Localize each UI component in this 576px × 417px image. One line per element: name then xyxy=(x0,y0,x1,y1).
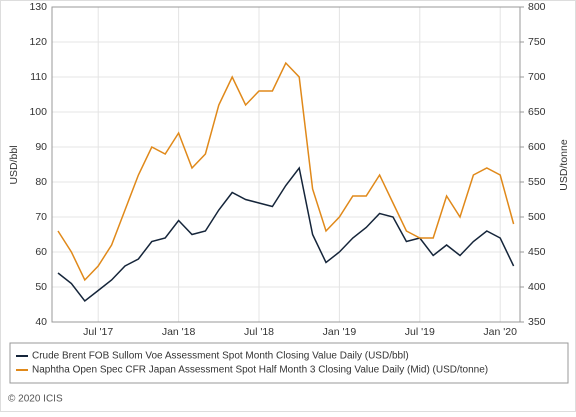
legend-box xyxy=(9,342,569,384)
y2-tick-label: 550 xyxy=(528,176,546,188)
y2-tick-label: 350 xyxy=(528,316,546,328)
y-tick-label: 70 xyxy=(35,211,47,223)
y-tick-label: 100 xyxy=(29,106,47,118)
x-tick-label: Jan '19 xyxy=(323,326,357,338)
legend-label: Naphtha Open Spec CFR Japan Assessment S… xyxy=(32,365,488,376)
y2-tick-label: 450 xyxy=(528,246,546,258)
x-tick-label: Jul '17 xyxy=(83,326,113,338)
y2-tick-label: 500 xyxy=(528,211,546,223)
y-axis-label: USD/bbl xyxy=(8,145,20,184)
y2-tick-label: 400 xyxy=(528,281,546,293)
y-tick-label: 120 xyxy=(29,36,47,48)
y2-tick-label: 600 xyxy=(528,141,546,153)
y-tick-label: 90 xyxy=(35,141,47,153)
x-tick-label: Jul '19 xyxy=(405,326,435,338)
y-tick-label: 60 xyxy=(35,246,47,258)
y-tick-label: 50 xyxy=(35,281,47,293)
y-tick-label: 40 xyxy=(35,316,47,328)
y2-axis-label: USD/tonne xyxy=(558,139,570,191)
series-line xyxy=(57,61,515,282)
y-tick-label: 110 xyxy=(30,71,47,83)
footer: © 2020 ICIS xyxy=(8,394,63,405)
y2-tick-label: 650 xyxy=(528,106,546,118)
y2-tick-label: 750 xyxy=(528,36,546,48)
legend: Crude Brent FOB Sullom Voe Assessment Sp… xyxy=(16,351,488,376)
y-tick-label: 80 xyxy=(35,176,47,188)
y2-tick-label: 800 xyxy=(528,1,546,13)
legend-label: Crude Brent FOB Sullom Voe Assessment Sp… xyxy=(32,351,409,362)
x-tick-label: Jul '18 xyxy=(244,326,274,338)
y-tick-label: 130 xyxy=(29,1,47,13)
series-line xyxy=(57,166,515,303)
plot-frame xyxy=(51,6,521,323)
x-tick-label: Jan '20 xyxy=(483,326,517,338)
x-tick-label: Jan '18 xyxy=(162,326,196,338)
y2-tick-label: 700 xyxy=(528,71,546,83)
